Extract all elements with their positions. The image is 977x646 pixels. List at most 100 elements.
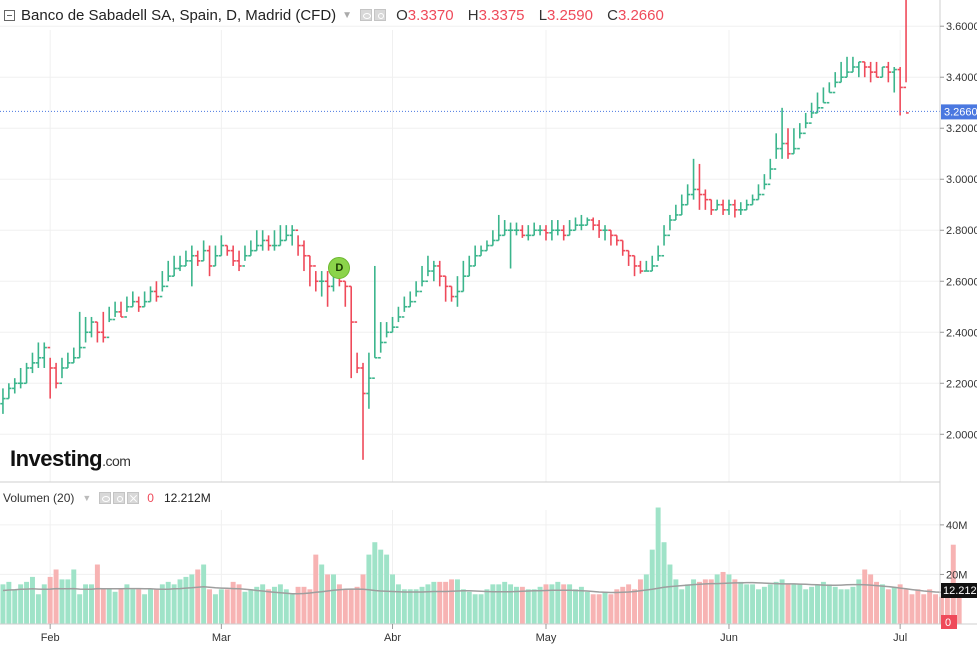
ohlc-bar <box>832 72 838 94</box>
ohlc-bar <box>230 245 236 266</box>
ohlc-bar <box>460 260 467 293</box>
volume-bar <box>360 574 366 624</box>
ohlc-bar <box>401 296 407 318</box>
ohlc-bar <box>732 199 738 218</box>
volume-bar <box>148 589 153 624</box>
volume-legend: Volumen (20) ▼ 0 12.212M <box>0 486 211 510</box>
ohlc-bar <box>442 275 449 302</box>
ohlc-bar <box>165 260 171 288</box>
volume-bar <box>702 579 708 624</box>
ohlc-bar <box>360 362 366 460</box>
last-volume-value: 12.212M <box>943 585 977 597</box>
volume-bar <box>756 589 761 624</box>
volume-bar <box>874 581 880 624</box>
ohlc-bar <box>885 61 891 83</box>
ohlc-bar <box>118 301 124 318</box>
ohlc-bar <box>100 311 106 343</box>
ohlc-bar <box>366 352 372 409</box>
volume-bar <box>915 589 921 624</box>
time-axis[interactable]: FebMarAbrMayJunJulAgoSep <box>41 624 977 644</box>
volume-bar <box>29 576 35 624</box>
volume-bar <box>921 594 927 624</box>
volume-bar <box>567 584 573 624</box>
volume-bar <box>454 579 460 624</box>
price-tick-label: 2.2000 <box>946 378 977 390</box>
ohlc-bar <box>324 271 331 307</box>
eye-icon[interactable] <box>99 492 112 504</box>
volume-tick-label: 40M <box>946 520 967 532</box>
volume-bar <box>6 581 12 624</box>
ohlc-bar <box>702 189 709 210</box>
volume-bar <box>319 564 325 624</box>
open-label: O <box>396 6 408 24</box>
ohlc-bar <box>265 235 272 251</box>
ohlc-bar <box>437 260 443 287</box>
ohlc-bar <box>59 357 65 385</box>
ohlc-bar <box>153 281 160 302</box>
dividend-marker[interactable]: D <box>328 257 351 280</box>
volume-bar <box>868 574 874 624</box>
volume-bar <box>519 586 525 624</box>
volume-bar <box>153 589 159 624</box>
volume-bar <box>820 581 826 624</box>
volume-bar <box>525 589 531 624</box>
ohlc-bar <box>12 378 18 394</box>
ohlc-bar <box>313 265 319 292</box>
volume-bar <box>732 579 738 624</box>
eye-icon[interactable] <box>360 9 373 21</box>
ohlc-bar <box>41 342 47 368</box>
logo-suffix: .com <box>102 453 131 469</box>
volume-bar <box>12 589 18 624</box>
close-label: C <box>607 6 618 24</box>
volume-bar <box>248 589 254 624</box>
ohlc-bar <box>655 245 661 267</box>
ohlc-bar <box>395 306 402 328</box>
ohlc-bar <box>171 255 177 277</box>
volume-bar <box>508 584 514 624</box>
ohlc-bar <box>448 285 455 302</box>
volume-legend-title[interactable]: Volumen (20) <box>3 491 75 505</box>
price-tick-label: 3.6000 <box>946 21 977 33</box>
ohlc-bar <box>490 230 496 247</box>
chevron-down-icon[interactable]: ▼ <box>82 493 92 503</box>
volume-axis[interactable]: 40M 20M <box>940 520 967 582</box>
ohlc-bar <box>903 0 909 114</box>
volume-bar <box>767 584 773 624</box>
volume-bar <box>909 594 915 624</box>
price-axis[interactable]: 3.6000 3.4000 3.2000 3.0000 2.8000 2.6000 2.40… <box>940 21 977 441</box>
high-label: H <box>467 6 479 24</box>
volume-bar <box>685 584 691 624</box>
price-tick-label: 2.4000 <box>946 327 977 339</box>
ohlc-bar <box>319 271 325 297</box>
volume-bar <box>183 576 189 624</box>
ohlc-bar <box>661 225 667 257</box>
volume-bar <box>65 579 71 624</box>
high-value: 3.3375 <box>478 6 525 24</box>
open-value: 3.3370 <box>407 6 454 24</box>
symbol-title[interactable]: Banco de Sabadell SA, Spain, D, Madrid (… <box>21 6 337 24</box>
volume-bar <box>537 586 543 624</box>
volume-legend-value: 12.212M <box>163 491 211 505</box>
volume-bar <box>106 589 112 624</box>
volume-bar <box>336 584 342 624</box>
volume-bar <box>142 594 148 624</box>
price-tick-label: 2.0000 <box>946 429 977 441</box>
volume-bar <box>236 584 242 624</box>
volume-bar <box>844 589 850 624</box>
settings-icon[interactable] <box>113 492 126 504</box>
time-tick-label: Jun <box>720 632 738 644</box>
last-price-label: 3.2660 <box>941 104 977 120</box>
volume-bar <box>24 581 30 624</box>
ohlc-bar <box>844 56 850 79</box>
ohlc-bar <box>413 281 419 303</box>
volume-bar <box>620 586 626 624</box>
settings-icon[interactable] <box>374 9 387 21</box>
volume-moving-average-line <box>2 581 948 595</box>
collapse-icon[interactable] <box>4 9 15 21</box>
chevron-down-icon[interactable]: ▼ <box>342 9 353 21</box>
last-price-value: 3.2660 <box>944 106 977 118</box>
volume-bar <box>401 589 407 624</box>
close-icon[interactable] <box>127 492 140 504</box>
volume-bar <box>83 584 89 624</box>
